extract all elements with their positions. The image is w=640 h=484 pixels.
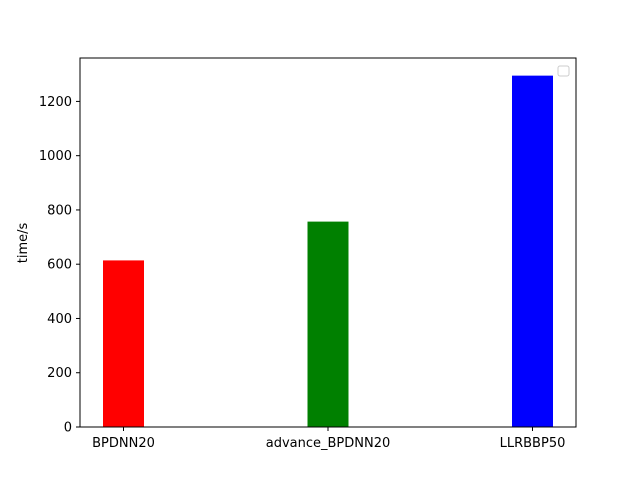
x-tick-label: LLRBBP50 [500,436,566,451]
bar-advance_BPDNN20 [307,221,349,427]
legend-box [557,65,570,77]
bar-BPDNN20 [103,260,144,427]
plot-area: BPDNN20 advance_BPDNN20 LLRBBP50 0 200 400 600… [39,57,577,451]
y-tick-label: 400 [47,312,72,327]
y-tick-label: 200 [47,366,72,381]
y-tick-label: 600 [47,258,72,273]
y-tick-label: 0 [64,421,72,436]
axes-frame [79,57,577,428]
y-tick-label: 1000 [39,149,72,164]
y-tick-label: 800 [47,203,72,218]
y-tick-label: 1200 [39,95,72,110]
bar-LLRBBP50 [512,75,553,427]
x-tick-label: advance_BPDNN20 [266,436,391,451]
y-axis-label: time/s [16,223,31,264]
x-tick-label: BPDNN20 [92,436,155,451]
